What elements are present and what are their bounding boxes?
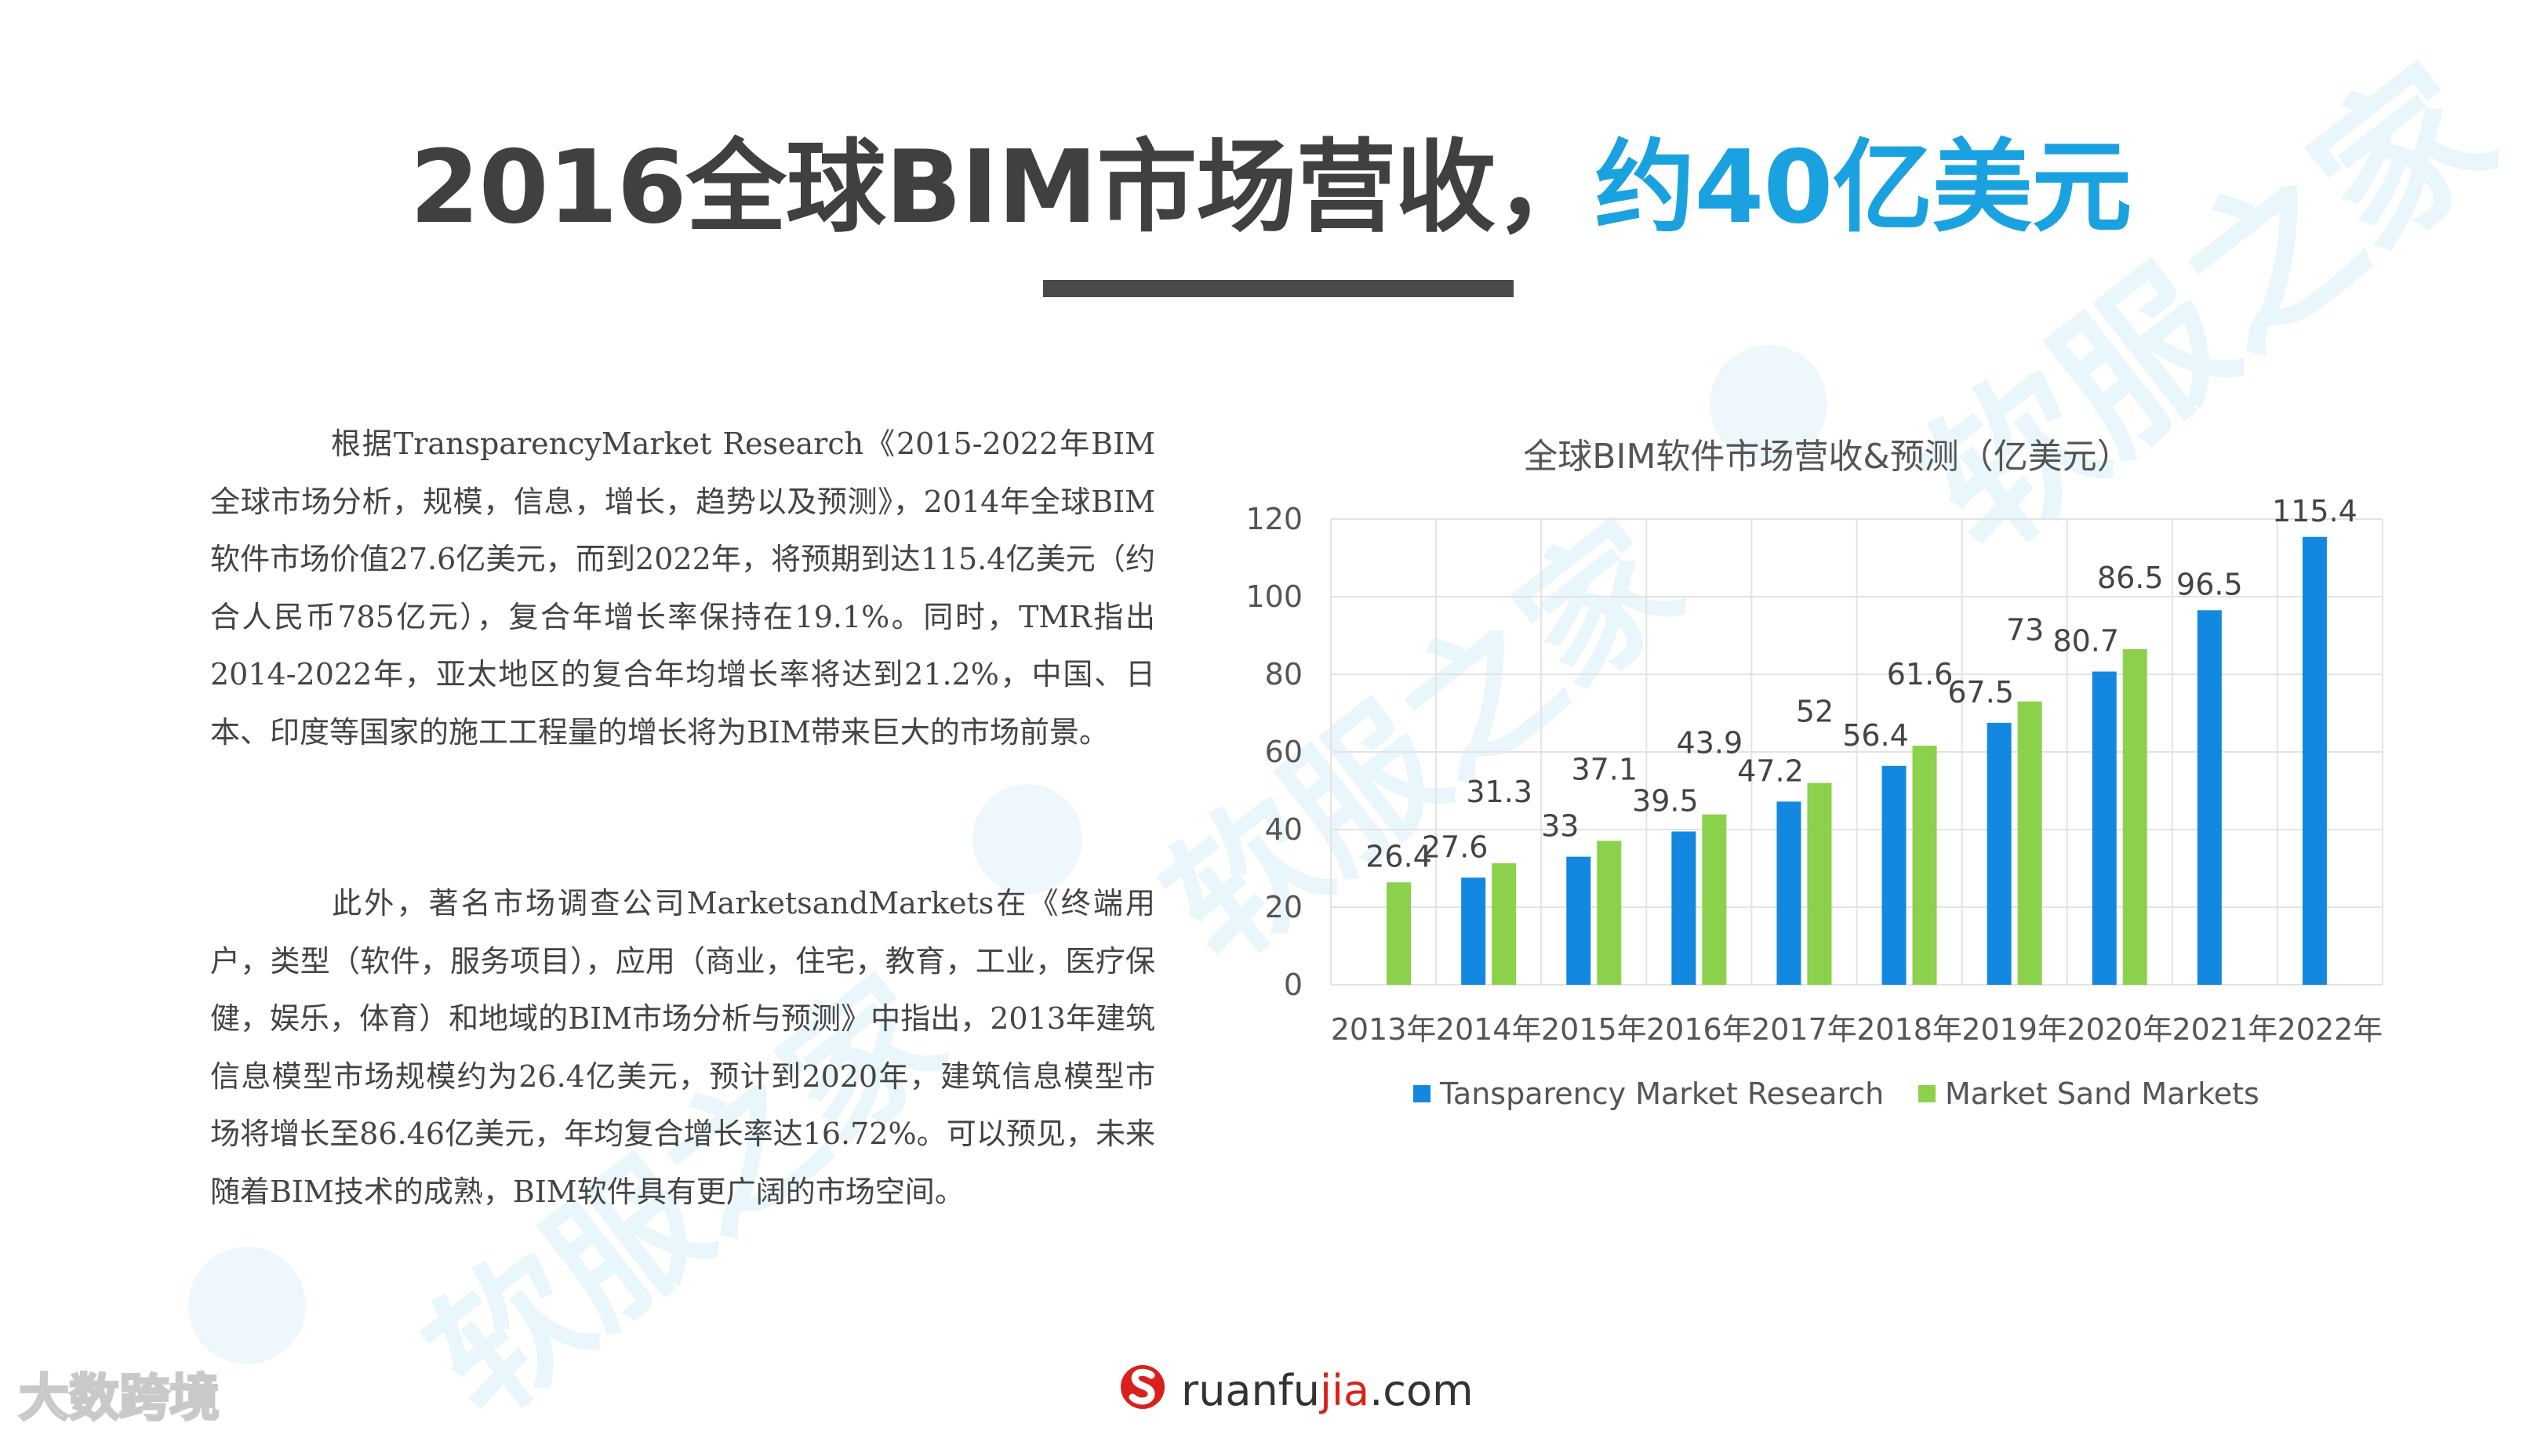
data-label: 47.2 (1737, 753, 1804, 788)
x-tick-label: 2020年 (2067, 1012, 2172, 1047)
bar-msm (1807, 782, 1832, 985)
bar-msm (1702, 814, 1727, 985)
bar-tmr (1566, 856, 1591, 985)
bar-tmr (1776, 801, 1801, 985)
bar-msm (2122, 648, 2147, 985)
x-tick-label: 2022年 (2277, 1012, 2383, 1047)
data-label: 33 (1541, 809, 1579, 844)
paragraph-marketsandmarkets: 此外，著名市场调查公司MarketsandMarkets在《终端用户，类型（软件… (210, 875, 1155, 1221)
title-underline (1043, 280, 1514, 297)
data-label: 67.5 (1947, 675, 2014, 710)
watermark-blob (972, 784, 1082, 894)
y-tick-label: 100 (1245, 579, 1303, 614)
paragraph-mm-text: 此外，著名市场调查公司MarketsandMarkets在《终端用户，类型（软件… (210, 886, 1155, 1209)
x-tick-label: 2015年 (1541, 1012, 1647, 1047)
legend-label-tmr: Tansparency Market Research (1440, 1077, 1885, 1111)
data-label: 52 (1796, 695, 1834, 729)
data-label: 80.7 (2052, 624, 2119, 659)
logo-text: ruanfujia.com (1181, 1366, 1474, 1415)
legend-swatch-blue (1413, 1084, 1430, 1102)
logo-s-icon (1121, 1365, 1165, 1409)
page-title: 2016全球BIM市场营收，约40亿美元 (0, 125, 2541, 251)
bar-tmr (1671, 831, 1696, 985)
bar-tmr (1987, 722, 2012, 985)
data-label: 73 (2006, 613, 2044, 648)
bar-tmr (1881, 765, 1907, 985)
x-tick-label: 2014年 (1436, 1012, 1542, 1047)
data-label: 43.9 (1677, 726, 1743, 761)
data-label: 31.3 (1466, 775, 1532, 809)
watermark-blob (1710, 345, 1827, 463)
title-main: 2016全球BIM市场营收， (409, 129, 1596, 246)
paragraph-tmr-text: 根据TransparencyMarket Research《2015-2022年… (210, 427, 1155, 750)
legend-item-msm: Market Sand Markets (1918, 1077, 2259, 1111)
y-tick-label: 120 (1245, 502, 1303, 536)
data-label: 115.4 (2272, 494, 2357, 528)
x-tick-label: 2017年 (1751, 1012, 1857, 1047)
y-tick-label: 20 (1265, 890, 1303, 924)
y-tick-label: 80 (1265, 657, 1303, 692)
data-label: 39.5 (1632, 783, 1699, 818)
x-tick-label: 2019年 (1961, 1012, 2067, 1047)
data-label: 56.4 (1842, 718, 1909, 753)
bar-tmr (1461, 877, 1486, 985)
corner-watermark: 大数跨境 (18, 1369, 221, 1429)
bar-tmr (2092, 671, 2117, 985)
data-label: 86.5 (2097, 561, 2164, 595)
bar-msm (1912, 746, 1937, 985)
bar-tmr (2197, 610, 2222, 985)
bar-msm (2017, 701, 2042, 985)
legend-item-tmr: Tansparency Market Research (1413, 1077, 1884, 1111)
data-label: 37.1 (1571, 752, 1638, 786)
y-tick-label: 0 (1284, 968, 1303, 1002)
bar-msm (1387, 882, 1412, 985)
x-tick-label: 2021年 (2172, 1012, 2277, 1047)
x-tick-label: 2018年 (1856, 1012, 1962, 1047)
data-label: 96.5 (2176, 567, 2243, 601)
x-tick-label: 2013年 (1331, 1012, 1437, 1047)
data-label: 61.6 (1887, 657, 1954, 692)
bar-tmr (2302, 536, 2327, 985)
bar-msm (1597, 841, 1622, 985)
data-label: 27.6 (1422, 830, 1489, 864)
y-tick-label: 40 (1265, 812, 1303, 847)
y-tick-label: 60 (1265, 735, 1303, 769)
chart-title: 全球BIM软件市场营收&预测（亿美元） (1523, 437, 2132, 477)
legend-label-msm: Market Sand Markets (1945, 1077, 2259, 1111)
watermark-blob (188, 1247, 306, 1364)
bar-msm (1492, 863, 1517, 985)
data-label: 26.4 (1365, 839, 1432, 873)
title-highlight: 约40亿美元 (1594, 129, 2132, 246)
paragraph-tmr: 根据TransparencyMarket Research《2015-2022年… (210, 416, 1155, 761)
x-tick-label: 2016年 (1646, 1012, 1752, 1047)
legend-swatch-green (1918, 1084, 1936, 1102)
